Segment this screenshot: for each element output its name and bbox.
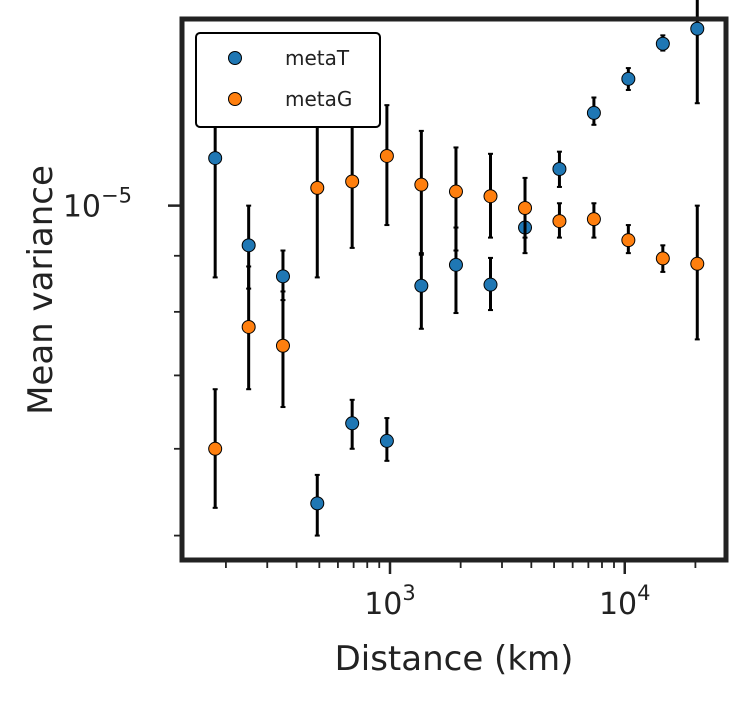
point-metaG — [621, 233, 636, 248]
x-axis-ticks: 103 104 — [225, 562, 697, 622]
plot-marks — [208, 0, 705, 537]
point-metaG — [552, 214, 567, 229]
x-axis-label: Distance (km) — [335, 639, 574, 679]
x-tick-label: 103 — [364, 581, 416, 622]
y-tick-label: 10−5 — [63, 184, 132, 225]
point-metaT — [621, 71, 636, 86]
point-metaT — [483, 277, 498, 292]
point-metaT — [379, 433, 394, 448]
point-metaG — [655, 251, 670, 266]
plot-frame — [179, 16, 729, 563]
point-metaG — [208, 441, 223, 456]
point-metaT — [586, 105, 601, 120]
point-metaG — [379, 148, 394, 163]
legend-marker-metaG — [228, 92, 242, 106]
point-metaG — [518, 201, 533, 216]
x-tick-label: 104 — [599, 581, 651, 622]
legend-frame — [195, 32, 381, 128]
point-metaT — [241, 238, 256, 253]
point-metaT — [655, 36, 670, 51]
point-metaT — [414, 278, 429, 293]
point-metaT — [345, 416, 360, 431]
legend: metaT metaG — [195, 32, 381, 128]
point-metaT — [275, 269, 290, 284]
point-metaG — [483, 189, 498, 204]
point-metaG — [275, 338, 290, 353]
point-metaG — [414, 177, 429, 192]
legend-label-metaG: metaG — [285, 87, 352, 111]
point-metaG — [448, 184, 463, 199]
point-metaG — [690, 256, 705, 271]
point-metaG — [345, 174, 360, 189]
point-metaT — [690, 21, 705, 36]
point-metaT — [310, 496, 325, 511]
series-metaG — [208, 104, 705, 509]
point-metaT — [208, 151, 223, 166]
y-axis-label: Mean variance — [21, 165, 61, 415]
point-metaG — [241, 319, 256, 334]
point-metaG — [310, 180, 325, 195]
legend-label-metaT: metaT — [285, 46, 350, 70]
point-metaG — [586, 212, 601, 227]
legend-marker-metaT — [228, 51, 242, 65]
y-axis-ticks: 10−5 — [63, 184, 180, 537]
point-metaT — [552, 161, 567, 176]
point-metaT — [448, 257, 463, 272]
